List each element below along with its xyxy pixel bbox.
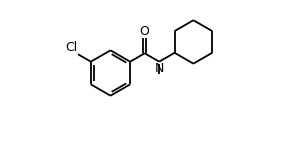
Text: Cl: Cl [65,41,77,54]
Text: N: N [155,62,164,75]
Text: O: O [140,25,149,38]
